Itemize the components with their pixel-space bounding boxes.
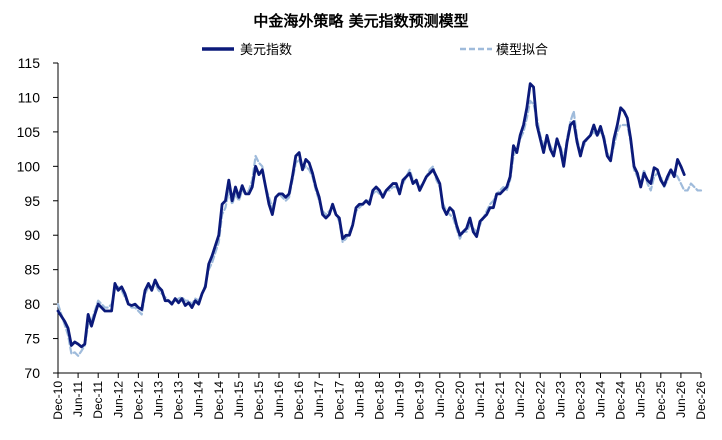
x-tick-label: Dec-18 xyxy=(373,381,387,420)
y-tick-label: 115 xyxy=(18,55,41,71)
x-tick-label: Dec-17 xyxy=(332,381,346,420)
x-tick-label: Jun-14 xyxy=(192,381,206,418)
x-tick-label: Dec-11 xyxy=(91,381,105,419)
x-tick-label: Dec-14 xyxy=(212,381,226,420)
y-tick-label: 90 xyxy=(24,227,40,243)
x-tick-label: Dec-19 xyxy=(413,381,427,420)
y-axis: 70 75 80 85 90 95 100 105 110 115 xyxy=(17,55,59,381)
x-tick-label: Dec-15 xyxy=(252,381,266,420)
x-tick-label: Dec-13 xyxy=(172,381,186,420)
x-tick-label: Dec-23 xyxy=(573,381,587,420)
x-axis: Dec-10 Jun-11 Dec-11 Jun-12 Dec-12 Jun-13 Dec-… xyxy=(51,372,708,420)
x-tick-label: Dec-12 xyxy=(131,381,145,420)
x-tick-label: Jun-22 xyxy=(513,381,527,418)
y-tick-label: 70 xyxy=(24,365,40,381)
legend: 美元指数 模型拟合 xyxy=(202,43,548,58)
x-tick-label: Jun-18 xyxy=(352,381,366,418)
y-tick-label: 75 xyxy=(24,331,40,347)
x-tick-label: Jun-19 xyxy=(393,381,407,418)
x-tick-label: Jun-13 xyxy=(151,381,165,418)
x-tick-label: Jun-24 xyxy=(594,381,608,418)
legend-label-model-fit: 模型拟合 xyxy=(496,43,548,58)
series-layer xyxy=(56,82,703,357)
x-tick-label: Dec-10 xyxy=(51,381,65,420)
x-tick-label: Dec-26 xyxy=(694,381,708,420)
x-tick-label: Jun-20 xyxy=(433,381,447,418)
x-tick-label: Dec-21 xyxy=(493,381,507,420)
x-tick-label: Jun-25 xyxy=(634,381,648,418)
y-tick-label: 110 xyxy=(18,89,41,105)
y-tick-label: 105 xyxy=(17,124,41,140)
legend-label-usd-index: 美元指数 xyxy=(240,43,292,58)
x-tick-label: Dec-22 xyxy=(533,381,547,420)
series-line-usd-index xyxy=(56,82,686,349)
x-tick-label: Jun-21 xyxy=(473,381,487,418)
x-tick-label: Dec-16 xyxy=(292,381,306,420)
x-tick-label: Dec-24 xyxy=(614,381,628,420)
x-tick-label: Jun-17 xyxy=(312,381,326,418)
x-tick-label: Jun-12 xyxy=(111,381,125,418)
x-tick-label: Jun-11 xyxy=(71,381,85,417)
y-tick-label: 85 xyxy=(24,262,40,278)
chart-title: 中金海外策略 美元指数预测模型 xyxy=(253,12,468,30)
x-tick-label: Dec-20 xyxy=(453,381,467,420)
y-tick-label: 95 xyxy=(24,193,40,209)
x-tick-label: Dec-25 xyxy=(654,381,668,420)
x-tick-label: Jun-26 xyxy=(674,381,688,418)
x-tick-label: Jun-23 xyxy=(553,381,567,418)
y-tick-label: 100 xyxy=(17,158,41,174)
y-tick-label: 80 xyxy=(24,296,40,312)
x-tick-label: Jun-16 xyxy=(272,381,286,418)
x-tick-label: Jun-15 xyxy=(232,381,246,418)
